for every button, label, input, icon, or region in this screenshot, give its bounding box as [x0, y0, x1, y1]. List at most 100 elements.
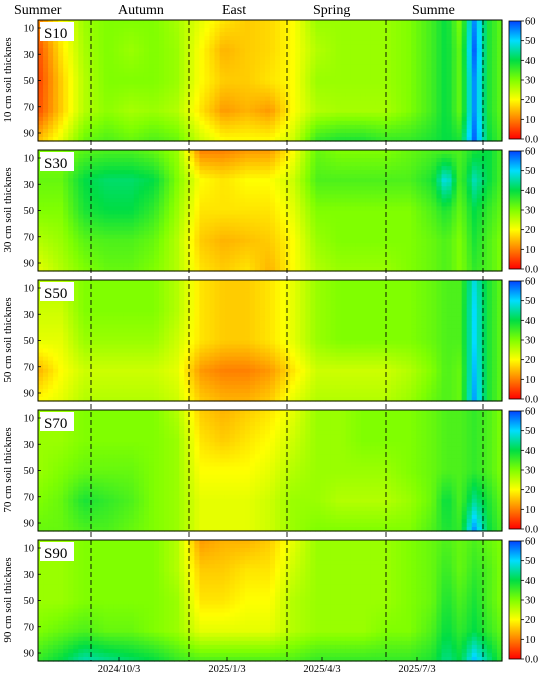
heatmap-cell [103, 154, 110, 159]
heatmap-cell [340, 170, 347, 175]
heatmap-cell [254, 174, 261, 179]
heatmap-cell [224, 230, 231, 236]
heatmap-cell [143, 96, 150, 102]
heatmap-cell [466, 96, 473, 102]
heatmap-cell [209, 166, 216, 171]
heatmap-cell [123, 166, 130, 171]
heatmap-cell [320, 72, 327, 78]
heatmap-cell [204, 24, 211, 29]
heatmap-cell [249, 84, 256, 90]
heatmap-cell [244, 150, 251, 155]
heatmap-cell [421, 108, 427, 114]
heatmap-cell [456, 198, 463, 204]
heatmap-cell [360, 150, 367, 155]
heatmap-cell [335, 48, 342, 53]
heatmap-cell [224, 104, 231, 110]
heatmap-cell [123, 104, 130, 110]
heatmap-cell [295, 104, 301, 110]
heatmap-cell [431, 60, 438, 65]
heatmap-cell [466, 234, 473, 240]
heatmap-cell [406, 84, 412, 90]
heatmap-cell [234, 80, 241, 86]
heatmap-cell [401, 32, 407, 37]
heatmap-cell [244, 174, 251, 179]
heatmap-cell [416, 226, 422, 232]
heatmap-cell [103, 170, 110, 175]
heatmap-cell [98, 112, 105, 118]
heatmap-cell [441, 190, 448, 195]
heatmap-cell [43, 64, 49, 69]
heatmap-cell [396, 150, 402, 155]
heatmap-cell [401, 124, 407, 130]
heatmap-cell [396, 158, 402, 163]
heatmap-cell [481, 194, 488, 199]
heatmap-cell [199, 170, 206, 175]
heatmap-cell [189, 190, 195, 195]
heatmap-cell [108, 124, 115, 130]
heatmap-cell [113, 182, 120, 187]
heatmap-cell [249, 218, 256, 224]
heatmap-cell [219, 104, 226, 110]
heatmap-cell [295, 150, 301, 155]
heatmap-cell [360, 28, 367, 33]
heatmap-cell [496, 182, 503, 187]
heatmap-cell [380, 20, 387, 25]
heatmap-cell [128, 76, 135, 82]
heatmap-cell [169, 190, 175, 195]
heatmap-cell [224, 120, 231, 126]
heatmap-cell [360, 242, 367, 248]
heatmap-cell [254, 170, 261, 175]
heatmap-cell [320, 84, 327, 90]
heatmap-cell [73, 80, 79, 86]
heatmap-cell [148, 214, 155, 220]
heatmap-cell [264, 108, 271, 114]
heatmap-cell [189, 174, 195, 179]
heatmap-cell [270, 198, 276, 204]
heatmap-cell [280, 150, 286, 155]
heatmap-cell [446, 182, 453, 187]
heatmap-cell [426, 170, 432, 175]
heatmap-cell [118, 128, 125, 134]
heatmap-cell [386, 158, 392, 163]
heatmap-cell [219, 128, 226, 134]
heatmap-cell [401, 230, 407, 236]
heatmap-cell [38, 238, 44, 244]
heatmap-cell [164, 202, 170, 208]
heatmap-cell [345, 214, 352, 220]
heatmap-cell [436, 48, 443, 53]
heatmap-cell [330, 48, 337, 53]
heatmap-cell [275, 226, 281, 232]
heatmap-cell [421, 166, 427, 171]
heatmap-cell [259, 198, 266, 204]
heatmap-cell [411, 186, 417, 191]
heatmap-cell [169, 108, 175, 114]
heatmap-cell [375, 116, 382, 122]
heatmap-cell [254, 96, 261, 102]
heatmap-cell [320, 194, 327, 199]
heatmap-cell [345, 52, 352, 57]
heatmap-cell [305, 84, 311, 90]
heatmap-cell [224, 166, 231, 171]
heatmap-cell [169, 150, 175, 155]
heatmap-cell [471, 64, 478, 69]
heatmap-cell [249, 230, 256, 236]
heatmap-cell [300, 238, 306, 244]
heatmap-cell [426, 40, 432, 45]
heatmap-cell [270, 92, 276, 98]
heatmap-cell [133, 178, 140, 183]
heatmap-cell [128, 198, 135, 204]
heatmap-cell [466, 226, 473, 232]
heatmap-cell [229, 206, 236, 212]
heatmap-cell [375, 210, 382, 216]
heatmap-cell [481, 182, 488, 187]
heatmap-cell [345, 48, 352, 53]
heatmap-cell [113, 124, 120, 130]
heatmap-cell [396, 242, 402, 248]
heatmap-cell [43, 194, 49, 199]
heatmap-cell [370, 150, 377, 155]
heatmap-cell [350, 24, 357, 29]
heatmap-cell [330, 206, 337, 212]
heatmap-cell [43, 242, 49, 248]
heatmap-cell [259, 40, 266, 45]
heatmap-cell [113, 132, 120, 138]
